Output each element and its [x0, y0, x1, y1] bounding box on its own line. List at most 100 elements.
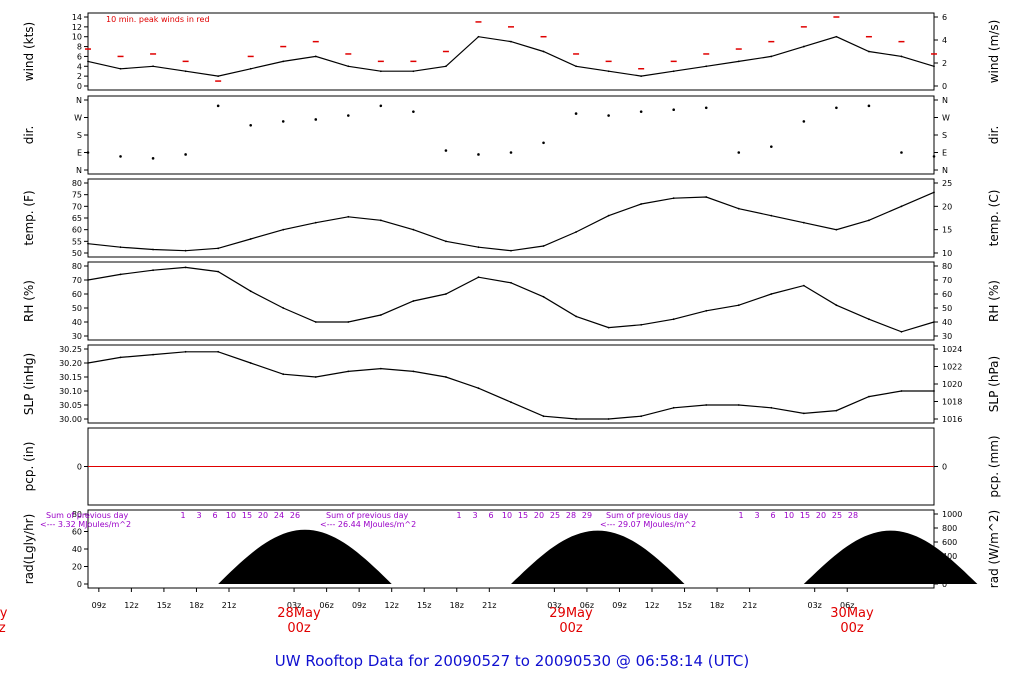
day-label-date: 28May [277, 606, 321, 621]
data-point [802, 221, 805, 224]
y-tick-label-right: 0 [942, 580, 947, 589]
data-point [835, 228, 838, 231]
data-point [445, 65, 447, 68]
data-point [705, 196, 708, 198]
x-tick-label: 15z [677, 601, 691, 610]
radiation-hour-label: 26 [290, 511, 300, 520]
y-tick-label-left: 60 [72, 528, 82, 537]
data-point [152, 248, 154, 251]
radiation-day-area [511, 530, 685, 584]
y-axis-label-left: dir. [22, 126, 36, 145]
y-tick-label-left: N [76, 166, 82, 175]
y-tick-label-right: 0 [942, 82, 947, 91]
direction-point [704, 106, 708, 110]
data-point [379, 70, 382, 73]
y-tick-label-left: S [77, 131, 82, 140]
data-point [314, 221, 317, 224]
day-label-date: 30May [830, 606, 874, 621]
data-point [835, 35, 838, 38]
radiation-hour-label: 29 [582, 511, 592, 520]
radiation-hour-label: 25 [550, 511, 560, 520]
panel-frame [87, 509, 935, 589]
direction-point [542, 141, 545, 145]
direction-point [281, 120, 285, 123]
data-point [672, 197, 675, 200]
data-point [412, 70, 415, 73]
data-point [640, 75, 643, 78]
data-point [184, 249, 187, 252]
radiation-hour-label: 15 [518, 511, 528, 520]
data-point [640, 415, 643, 418]
radiation-hour-label: 20 [816, 511, 826, 520]
y-tick-label-left: 20 [72, 563, 82, 572]
data-point [705, 65, 708, 68]
x-tick-label: 18z [710, 601, 724, 610]
y-tick-label-right: 60 [942, 290, 952, 299]
y-axis-label-right: temp. (C) [987, 190, 1001, 247]
y-tick-label-left: 65 [72, 214, 82, 223]
data-point [933, 390, 935, 392]
data-point [282, 60, 285, 63]
data-point [412, 370, 415, 373]
radiation-hour-label: 24 [274, 511, 284, 520]
data-point [347, 370, 350, 373]
y-tick-label-left: 55 [72, 237, 82, 246]
radiation-hour-label: 10 [502, 511, 512, 520]
radiation-day-area [218, 529, 392, 584]
radiation-hour-label: 20 [258, 511, 268, 520]
direction-point [184, 153, 187, 156]
data-point [802, 45, 805, 48]
y-tick-label-left: 6 [77, 52, 82, 61]
x-tick-label: 18z [189, 601, 203, 610]
y-axis-label-left: pcp. (in) [22, 442, 36, 492]
y-tick-label-right: 1016 [942, 415, 962, 424]
radiation-hour-label: 25 [832, 511, 842, 520]
data-point [640, 203, 643, 205]
direction-point [379, 104, 383, 108]
data-point [217, 75, 220, 78]
y-tick-label-left: 50 [72, 249, 82, 258]
y-axis-label-right: RH (%) [987, 280, 1001, 322]
y-tick-label-right: 70 [942, 276, 952, 285]
data-point [184, 70, 187, 73]
x-tick-label: 21z [742, 601, 756, 610]
direction-point [900, 151, 903, 154]
data-point [868, 50, 870, 53]
direction-point [477, 153, 480, 156]
data-point [119, 356, 122, 359]
direction-point [932, 155, 936, 158]
direction-point [607, 114, 610, 117]
y-axis-label-left: wind (kts) [22, 22, 36, 81]
y-tick-label-left: 60 [72, 226, 82, 235]
data-point [607, 214, 610, 217]
data-point [607, 326, 610, 329]
x-tick-label: 06z [319, 601, 333, 610]
radiation-hour-label: 10 [226, 511, 236, 520]
radiation-hour-label: 3 [472, 511, 477, 520]
x-tick-label: 03z [287, 601, 301, 610]
data-point [510, 40, 512, 43]
x-tick-label: 18z [450, 601, 464, 610]
radiation-hour-label: 28 [848, 511, 858, 520]
y-tick-label-left: 50 [72, 304, 82, 313]
panel-temperature: temp. (F) temp. (C) 50 55 60 65 70 75 80 10 15 20 25 [22, 178, 1001, 258]
direction-point [347, 114, 350, 117]
data-point [249, 362, 252, 364]
data-point [607, 418, 610, 420]
y-tick-label-right: 0 [942, 463, 947, 472]
y-tick-label-left: 80 [72, 179, 82, 188]
y-tick-label-right: 50 [942, 304, 952, 313]
data-point [900, 390, 903, 392]
data-point [347, 215, 350, 218]
direction-point [574, 112, 578, 115]
data-point [119, 67, 122, 70]
data-point [770, 214, 773, 217]
wind-line [87, 36, 935, 77]
y-tick-label-right: 1022 [942, 363, 962, 372]
y-tick-label-left: 40 [72, 318, 82, 327]
y-tick-label-right: 20 [942, 202, 952, 211]
data-point [152, 353, 154, 356]
y-tick-label-left: 30.15 [59, 373, 82, 382]
y-tick-label-left: 30 [72, 332, 82, 341]
data-point [347, 65, 350, 68]
